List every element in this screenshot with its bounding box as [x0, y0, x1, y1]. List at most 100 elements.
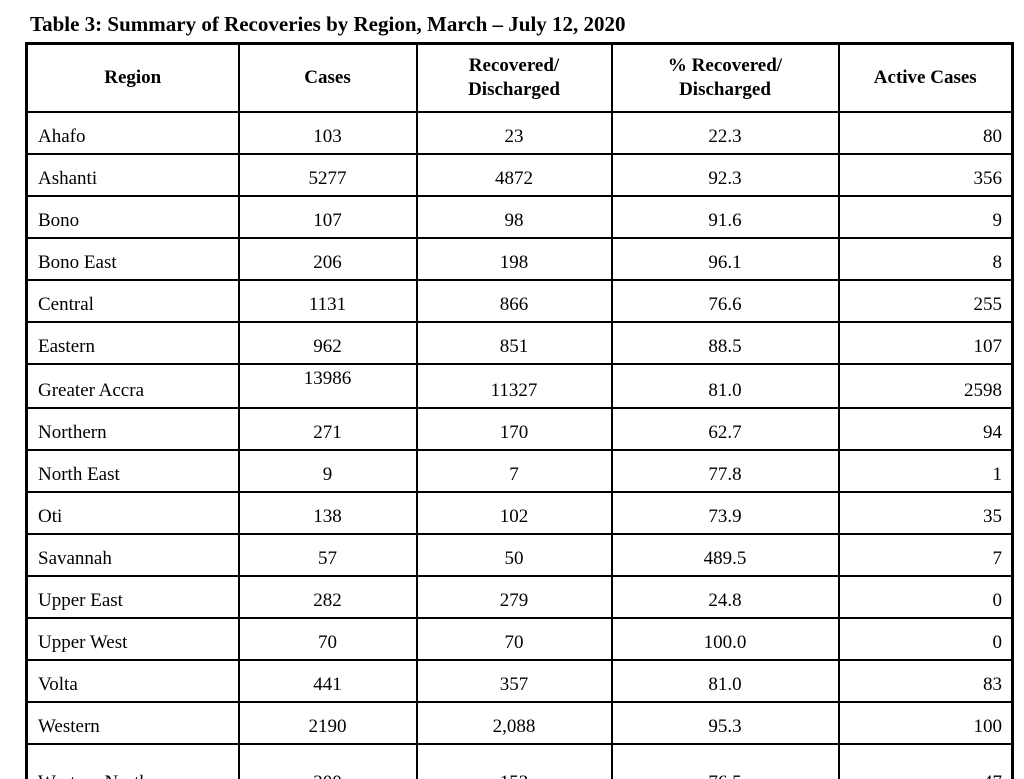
table-row: North East 9 7 77.8 1 [25, 449, 1014, 493]
cell-active-cases: 94 [837, 407, 1014, 451]
cell-region: Oti [25, 491, 240, 535]
cell-active-cases: 107 [837, 321, 1014, 365]
cell-active-cases: 9 [837, 195, 1014, 239]
cell-pct-recovered: 81.0 [610, 363, 840, 409]
cell-recovered: 279 [415, 575, 613, 619]
cell-recovered: 170 [415, 407, 613, 451]
cell-pct-recovered: 96.1 [610, 237, 840, 281]
cell-active-cases: 255 [837, 279, 1014, 323]
column-header-active-cases: Active Cases [837, 42, 1014, 113]
cell-region: Upper East [25, 575, 240, 619]
cell-region: Upper West [25, 617, 240, 661]
table-row: Western North20015376.547 [25, 743, 1014, 779]
cell-region: Bono East [25, 237, 240, 281]
cell-active-cases: 83 [837, 659, 1014, 703]
cell-recovered: 70 [415, 617, 613, 661]
cell-active-cases: 8 [837, 237, 1014, 281]
table-row: Upper West 70 70 100.0 0 [25, 617, 1014, 661]
cell-cases: 107 [237, 195, 418, 239]
cell-active-cases: 80 [837, 111, 1014, 155]
cell-cases: 103 [237, 111, 418, 155]
table-body: Ahafo 103 23 22.3 80 Ashanti 5277 4872 92.3 356 Bo… [25, 111, 1014, 779]
cell-active-cases: 7 [837, 533, 1014, 577]
table-row: Upper East 282 279 24.8 0 [25, 575, 1014, 619]
recoveries-table: Region Cases Recovered/ Discharged % Rec… [25, 42, 1014, 779]
table-row: Eastern 962 851 88.5 107 [25, 321, 1014, 365]
cell-active-cases: 100 [837, 701, 1014, 745]
cell-region: Ashanti [25, 153, 240, 197]
cell-region: Western [25, 701, 240, 745]
table-row: Central 1131 866 76.6 255 [25, 279, 1014, 323]
cell-recovered: 50 [415, 533, 613, 577]
cell-pct-recovered: 100.0 [610, 617, 840, 661]
cell-cases: 9 [237, 449, 418, 493]
cell-active-cases: 356 [837, 153, 1014, 197]
cell-recovered: 866 [415, 279, 613, 323]
cell-region: Savannah [25, 533, 240, 577]
cell-cases: 962 [237, 321, 418, 365]
table-row: Ashanti 5277 4872 92.3 356 [25, 153, 1014, 197]
cell-pct-recovered: 92.3 [610, 153, 840, 197]
table-row: Oti 138 102 73.9 35 [25, 491, 1014, 535]
cell-region: Central [25, 279, 240, 323]
cell-active-cases: 0 [837, 617, 1014, 661]
cell-pct-recovered: 88.5 [610, 321, 840, 365]
cell-cases: 2190 [237, 701, 418, 745]
cell-pct-recovered: 76.5 [610, 743, 840, 779]
column-header-recovered: Recovered/ Discharged [415, 42, 613, 113]
cell-cases: 206 [237, 237, 418, 281]
cell-pct-recovered: 81.0 [610, 659, 840, 703]
table-row: Volta 441 357 81.0 83 [25, 659, 1014, 703]
cell-region: Northern [25, 407, 240, 451]
cell-cases: 70 [237, 617, 418, 661]
table-row: Western 2190 2,088 95.3 100 [25, 701, 1014, 745]
table-row: Bono 107 98 91.6 9 [25, 195, 1014, 239]
cell-active-cases: 0 [837, 575, 1014, 619]
cell-recovered: 102 [415, 491, 613, 535]
cell-recovered: 11327 [415, 363, 613, 409]
cell-region: North East [25, 449, 240, 493]
cell-pct-recovered: 73.9 [610, 491, 840, 535]
column-header-region: Region [25, 42, 240, 113]
table-row: Savannah 57 50 489.5 7 [25, 533, 1014, 577]
cell-region: Volta [25, 659, 240, 703]
cell-cases: 282 [237, 575, 418, 619]
cell-pct-recovered: 62.7 [610, 407, 840, 451]
cell-active-cases: 47 [837, 743, 1014, 779]
cell-recovered: 357 [415, 659, 613, 703]
cell-pct-recovered: 22.3 [610, 111, 840, 155]
cell-region: Eastern [25, 321, 240, 365]
column-header-cases: Cases [237, 42, 418, 113]
column-header-pct-recovered: % Recovered/ Discharged [610, 42, 840, 113]
cell-cases: 5277 [237, 153, 418, 197]
cell-recovered: 198 [415, 237, 613, 281]
cell-pct-recovered: 76.6 [610, 279, 840, 323]
cell-region: Bono [25, 195, 240, 239]
table-row: Northern 271 170 62.7 94 [25, 407, 1014, 451]
cell-recovered: 7 [415, 449, 613, 493]
cell-cases: 200 [237, 743, 418, 779]
cell-cases: 138 [237, 491, 418, 535]
cell-recovered: 851 [415, 321, 613, 365]
cell-pct-recovered: 91.6 [610, 195, 840, 239]
cell-pct-recovered: 95.3 [610, 701, 840, 745]
cell-recovered: 2,088 [415, 701, 613, 745]
cell-pct-recovered: 489.5 [610, 533, 840, 577]
cell-active-cases: 35 [837, 491, 1014, 535]
cell-active-cases: 1 [837, 449, 1014, 493]
cell-recovered: 153 [415, 743, 613, 779]
table-header: Region Cases Recovered/ Discharged % Rec… [25, 42, 1014, 113]
cell-region: Western North [25, 743, 240, 779]
cell-cases: 1131 [237, 279, 418, 323]
cell-recovered: 4872 [415, 153, 613, 197]
table-title: Table 3: Summary of Recoveries by Region… [30, 12, 626, 36]
cell-recovered: 98 [415, 195, 613, 239]
cell-cases: 13986 [237, 363, 418, 409]
table-row: Greater Accra 13986 11327 81.0 2598 [25, 363, 1014, 409]
cell-region: Ahafo [25, 111, 240, 155]
table-row: Bono East 206 198 96.1 8 [25, 237, 1014, 281]
cell-pct-recovered: 77.8 [610, 449, 840, 493]
cell-pct-recovered: 24.8 [610, 575, 840, 619]
cell-recovered: 23 [415, 111, 613, 155]
